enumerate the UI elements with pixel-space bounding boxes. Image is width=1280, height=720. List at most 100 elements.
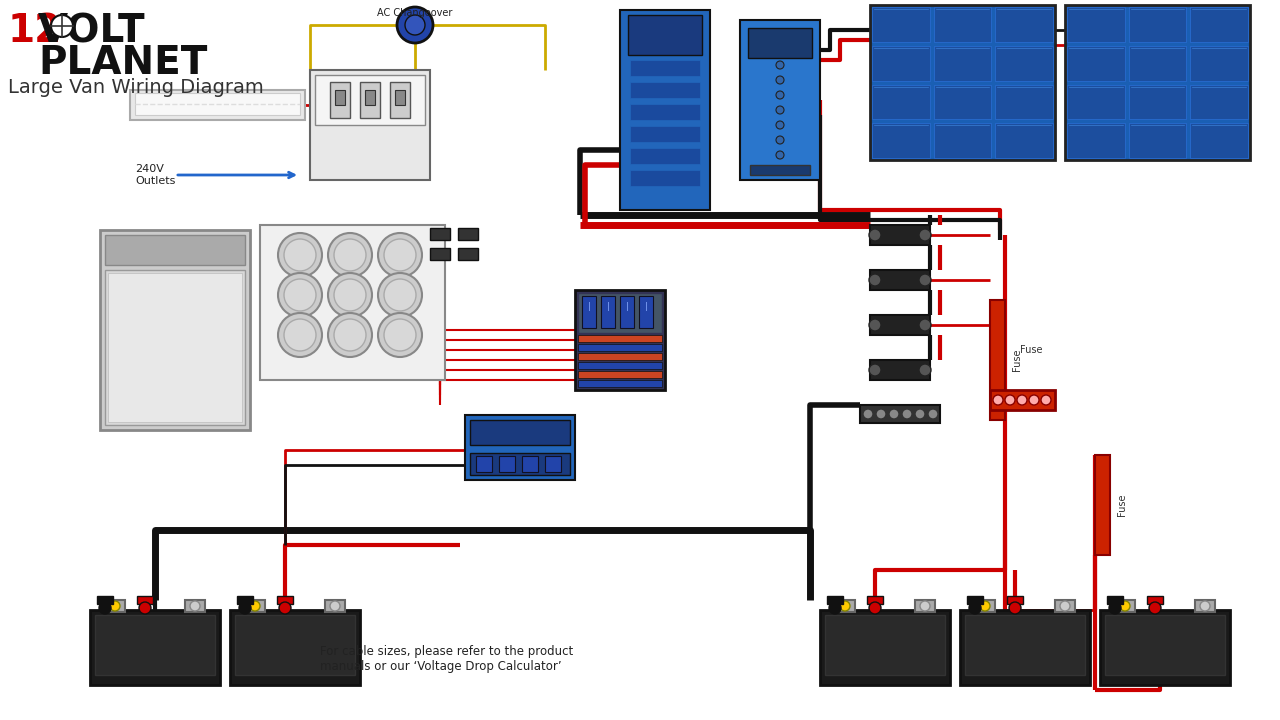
Circle shape (397, 7, 433, 43)
Bar (244, 600, 265, 612)
Circle shape (776, 76, 783, 84)
Circle shape (840, 601, 850, 611)
Bar (933, 7, 991, 42)
Circle shape (890, 409, 899, 419)
Bar (575, 290, 666, 390)
Circle shape (876, 409, 886, 419)
Circle shape (384, 239, 416, 271)
Bar (872, 7, 929, 42)
Circle shape (776, 106, 783, 114)
Bar (639, 296, 653, 328)
Bar (740, 20, 820, 180)
Circle shape (99, 602, 111, 614)
Bar (522, 456, 538, 472)
Circle shape (919, 319, 931, 331)
Circle shape (278, 273, 323, 317)
Circle shape (776, 91, 783, 99)
Bar (430, 248, 451, 260)
Bar (630, 126, 700, 142)
Circle shape (915, 409, 925, 419)
Bar (867, 596, 883, 604)
Bar (579, 371, 662, 378)
Bar (1190, 7, 1248, 42)
Bar (237, 596, 253, 604)
Circle shape (980, 601, 989, 611)
Bar (105, 235, 244, 265)
Bar (579, 380, 662, 387)
Bar (137, 596, 154, 604)
Bar (1100, 610, 1230, 685)
Bar (628, 15, 701, 55)
Circle shape (919, 229, 931, 241)
Bar (108, 273, 242, 422)
Circle shape (776, 136, 783, 144)
Bar (860, 405, 940, 423)
Bar (1196, 600, 1215, 612)
Bar (1190, 123, 1248, 158)
Circle shape (863, 409, 873, 419)
Bar (630, 82, 700, 98)
Circle shape (776, 61, 783, 69)
Circle shape (1029, 395, 1039, 405)
Bar (1094, 455, 1110, 555)
Bar (748, 28, 812, 58)
Bar (582, 296, 596, 328)
Bar (996, 123, 1053, 158)
Text: |: | (626, 302, 628, 311)
Bar (100, 230, 250, 430)
Bar (579, 344, 662, 351)
Bar (465, 415, 575, 480)
Circle shape (110, 601, 120, 611)
Bar (1190, 84, 1248, 120)
Bar (105, 600, 125, 612)
Text: Fuse: Fuse (1012, 348, 1021, 372)
Bar (470, 420, 570, 445)
Circle shape (384, 279, 416, 311)
Text: AC Changeover: AC Changeover (378, 8, 453, 18)
Circle shape (378, 313, 422, 357)
Bar (835, 600, 855, 612)
Text: |: | (607, 302, 609, 311)
Bar (310, 70, 430, 180)
Bar (131, 90, 305, 120)
Circle shape (378, 233, 422, 277)
Bar (335, 90, 346, 105)
Circle shape (328, 233, 372, 277)
Circle shape (328, 313, 372, 357)
Bar (827, 596, 844, 604)
Bar (602, 296, 614, 328)
Bar (579, 353, 662, 360)
Circle shape (902, 409, 911, 419)
Bar (134, 93, 300, 115)
Bar (325, 600, 346, 612)
Bar (365, 90, 375, 105)
Bar (870, 360, 931, 380)
Bar (499, 456, 515, 472)
Bar (396, 90, 404, 105)
Text: Large Van Wiring Diagram: Large Van Wiring Diagram (8, 78, 264, 97)
Bar (870, 315, 931, 335)
Text: For cable sizes, please refer to the product
manuals or our ‘Voltage Drop Calcul: For cable sizes, please refer to the pro… (320, 645, 573, 673)
Bar (996, 46, 1053, 81)
Bar (1107, 596, 1123, 604)
Circle shape (869, 602, 881, 614)
Bar (872, 123, 929, 158)
Bar (186, 600, 205, 612)
Bar (1068, 123, 1125, 158)
Bar (960, 610, 1091, 685)
Circle shape (279, 602, 291, 614)
Bar (236, 615, 355, 675)
Bar (260, 225, 445, 380)
Bar (1129, 84, 1187, 120)
Bar (872, 84, 929, 120)
Bar (872, 46, 929, 81)
Circle shape (993, 395, 1004, 405)
Circle shape (1060, 601, 1070, 611)
Bar (620, 10, 710, 210)
Bar (630, 104, 700, 120)
Bar (1007, 596, 1023, 604)
Bar (1190, 46, 1248, 81)
Text: 12: 12 (8, 12, 63, 50)
Bar (870, 225, 931, 245)
Bar (1068, 7, 1125, 42)
